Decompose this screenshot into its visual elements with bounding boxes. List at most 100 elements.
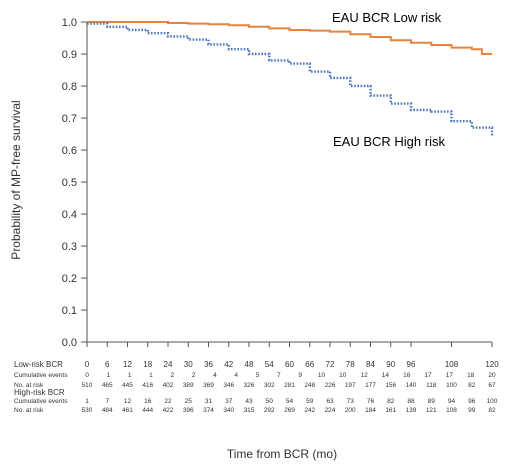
risk-low-cum-value: 9 xyxy=(298,372,302,379)
risk-time-label: 90 xyxy=(386,360,395,369)
risk-low-cum-value: 20 xyxy=(488,372,496,379)
risk-high-cum-value: 76 xyxy=(367,398,375,405)
y-tick-label: 0.8 xyxy=(62,81,77,93)
risk-high-cum-value: 100 xyxy=(487,398,498,405)
risk-high-atrisk-value: 374 xyxy=(203,407,214,414)
y-tick-label: 0.6 xyxy=(62,145,77,157)
risk-high-atrisk-value: 269 xyxy=(284,407,295,414)
risk-low-cum-value: 10 xyxy=(339,372,347,379)
risk-high-atrisk-value: 184 xyxy=(365,407,376,414)
risk-low-atrisk-value: 226 xyxy=(325,382,336,389)
risk-low-label: Low-risk BCR xyxy=(14,360,63,369)
risk-low-atrisk-value: 389 xyxy=(183,382,194,389)
risk-low-cum-value: 2 xyxy=(192,372,196,379)
risk-low-atrisk-value: 402 xyxy=(163,382,174,389)
risk-high-cum-value: 94 xyxy=(448,398,456,405)
risk-low-atrisk-value: 156 xyxy=(385,382,396,389)
risk-low-atrisk-value: 197 xyxy=(345,382,356,389)
risk-high-atrisk-value: 99 xyxy=(468,407,476,414)
risk-high-cum-value: 43 xyxy=(245,398,253,405)
risk-low-cum-value: 0 xyxy=(85,372,89,379)
risk-time-label: 36 xyxy=(204,360,213,369)
risk-time-label: 96 xyxy=(407,360,416,369)
risk-low-atrisk-value: 416 xyxy=(142,382,153,389)
risk-time-label: 12 xyxy=(123,360,132,369)
risk-high-cum-value: 82 xyxy=(387,398,395,405)
risk-low-cum-value: 7 xyxy=(277,372,281,379)
risk-high-atrisk-value: 121 xyxy=(426,407,437,414)
risk-time-label: 72 xyxy=(326,360,335,369)
risk-high-label: High-risk BCR xyxy=(14,388,65,397)
risk-time-label: 120 xyxy=(485,360,499,369)
risk-high-cum-value: 50 xyxy=(266,398,274,405)
risk-high-cum-value: 22 xyxy=(164,398,172,405)
risk-low-cum-value: 14 xyxy=(382,372,390,379)
y-tick-label: 0.3 xyxy=(62,241,77,253)
risk-high-atrisk-value: 108 xyxy=(446,407,457,414)
risk-high-atrisk-value: 82 xyxy=(488,407,496,414)
risk-high-cum-value: 63 xyxy=(326,398,334,405)
risk-high-cum-value: 73 xyxy=(347,398,355,405)
risk-low-atrisk-label: No. at risk xyxy=(14,382,44,389)
risk-high-atrisk-label: No. at risk xyxy=(14,407,44,414)
risk-high-atrisk-value: 422 xyxy=(163,407,174,414)
risk-high-atrisk-value: 444 xyxy=(142,407,153,414)
risk-high-cum-value: 1 xyxy=(85,398,89,405)
risk-high-atrisk-value: 224 xyxy=(325,407,336,414)
risk-time-label: 42 xyxy=(224,360,233,369)
risk-high-atrisk-value: 396 xyxy=(183,407,194,414)
risk-low-cum-value: 17 xyxy=(446,372,454,379)
risk-low-cum-value: 5 xyxy=(256,372,260,379)
risk-low-atrisk-value: 67 xyxy=(488,382,496,389)
risk-time-label: 0 xyxy=(85,360,90,369)
risk-high-atrisk-value: 530 xyxy=(82,407,93,414)
risk-time-label: 60 xyxy=(285,360,294,369)
series-line-low-risk xyxy=(87,21,492,55)
risk-low-atrisk-value: 346 xyxy=(223,382,234,389)
risk-high-cum-value: 12 xyxy=(124,398,132,405)
risk-high-atrisk-value: 484 xyxy=(102,407,113,414)
risk-high-cum-value: 25 xyxy=(185,398,193,405)
risk-time-label: 54 xyxy=(265,360,274,369)
y-tick-label: 0.5 xyxy=(62,177,77,189)
y-tick-label: 0.7 xyxy=(62,113,77,125)
risk-low-cum-value: 4 xyxy=(234,372,238,379)
y-tick-label: 0.0 xyxy=(62,337,77,349)
axes xyxy=(86,22,492,343)
risk-high-cum-value: 7 xyxy=(105,398,109,405)
risk-table: Low-risk BCR Cumulative events No. at ri… xyxy=(14,360,499,414)
risk-high-cum-value: 54 xyxy=(286,398,294,405)
risk-time-label: 48 xyxy=(245,360,254,369)
risk-high-atrisk-value: 315 xyxy=(244,407,255,414)
y-tick-label: 1.0 xyxy=(62,17,77,29)
risk-time-label: 78 xyxy=(346,360,355,369)
x-axis xyxy=(86,342,493,347)
y-tick-label: 0.2 xyxy=(62,273,77,285)
risk-low-atrisk-value: 100 xyxy=(446,382,457,389)
risk-low-cum-value: 16 xyxy=(403,372,411,379)
y-tick-label: 0.4 xyxy=(62,209,77,221)
risk-high-cum-label: Cumulative events xyxy=(14,398,68,405)
y-tick-label: 0.1 xyxy=(62,305,77,317)
risk-high-atrisk-value: 242 xyxy=(304,407,315,414)
risk-time-label: 108 xyxy=(445,360,459,369)
y-tick-label: 0.9 xyxy=(62,49,77,61)
risk-low-atrisk-value: 326 xyxy=(244,382,255,389)
risk-low-atrisk-value: 248 xyxy=(304,382,315,389)
series-group xyxy=(87,21,494,136)
risk-time-label: 84 xyxy=(366,360,375,369)
risk-low-atrisk-value: 510 xyxy=(82,382,93,389)
risk-high-cum-value: 31 xyxy=(205,398,213,405)
risk-low-atrisk-value: 445 xyxy=(122,382,133,389)
risk-low-atrisk-value: 369 xyxy=(203,382,214,389)
risk-low-cum-value: 17 xyxy=(424,372,432,379)
risk-high-cum-value: 59 xyxy=(306,398,314,405)
risk-low-cum-label: Cumulative events xyxy=(14,372,68,379)
risk-low-cum-value: 1 xyxy=(128,372,132,379)
risk-low-cum-value: 12 xyxy=(360,372,368,379)
risk-low-atrisk-value: 281 xyxy=(284,382,295,389)
risk-low-cum-value: 18 xyxy=(467,372,475,379)
risk-high-cum-value: 37 xyxy=(225,398,233,405)
risk-low-cum-value: 2 xyxy=(170,372,174,379)
